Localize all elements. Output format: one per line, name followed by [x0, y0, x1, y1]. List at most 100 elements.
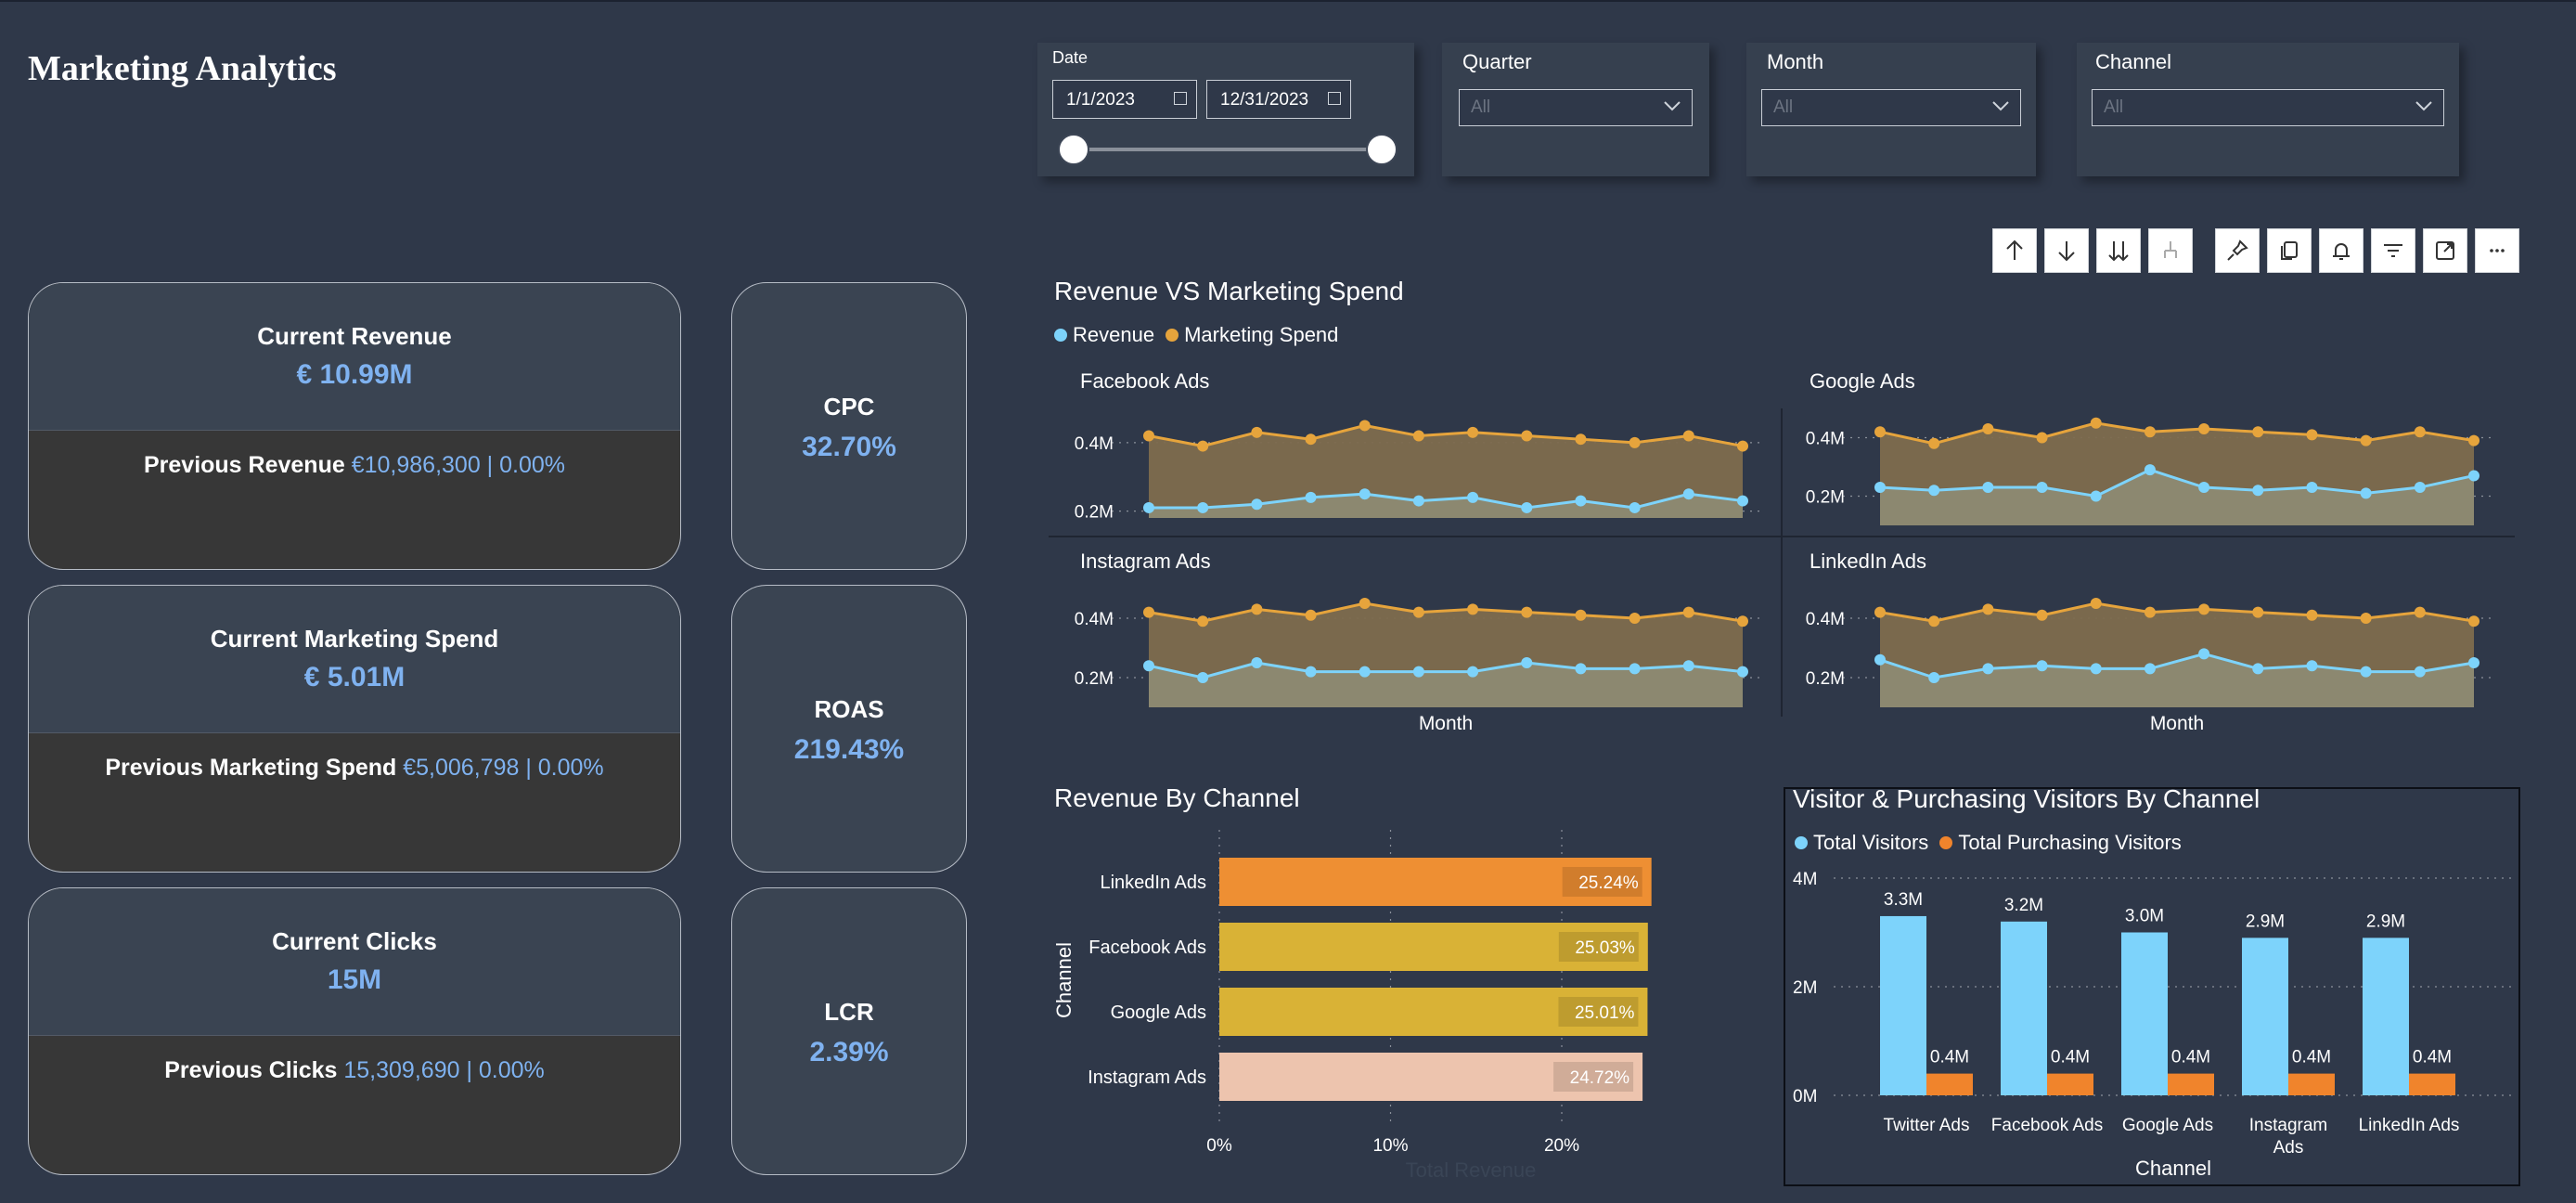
clicks-kpi-card: Current Clicks 15M Previous Clicks 15,30… — [28, 887, 681, 1175]
line-chart-title: Revenue VS Marketing Spend — [1054, 277, 1404, 305]
y-axis-label: Channel — [1052, 942, 1075, 1018]
revenue-point — [1629, 663, 1641, 675]
start-date-input[interactable]: 1/1/2023 — [1052, 80, 1197, 119]
visitors-legend-dot — [1795, 836, 1808, 849]
revenue-point — [1575, 495, 1587, 507]
quarter-dropdown[interactable]: All — [1459, 89, 1693, 126]
revenue-point — [2036, 482, 2048, 494]
purchasing-data-label: 0.4M — [1930, 1048, 1969, 1067]
spend-point — [2468, 434, 2479, 446]
mini-value: 32.70% — [802, 432, 896, 462]
spend-point — [1305, 433, 1317, 446]
spend-line — [1879, 602, 2475, 623]
end-date-input[interactable]: 12/31/2023 — [1206, 80, 1351, 119]
revenue-point — [1874, 482, 1886, 494]
month-dropdown[interactable]: All — [1761, 89, 2021, 126]
channel-dropdown[interactable]: All — [2092, 89, 2444, 126]
spend-point — [1197, 440, 1209, 452]
spend-point — [1143, 430, 1154, 442]
slider-end-handle[interactable] — [1366, 134, 1397, 165]
kpi-previous-value: €10,986,300 | 0.00% — [351, 452, 566, 478]
slider-start-handle[interactable] — [1058, 134, 1089, 165]
revenue-point — [2468, 470, 2479, 482]
bell-icon[interactable] — [2319, 228, 2363, 273]
pin-icon[interactable] — [2215, 228, 2260, 273]
spend-point — [1251, 603, 1263, 615]
expand-hierarchy-icon[interactable] — [2148, 228, 2193, 273]
revenue-by-channel-chart[interactable]: 0% 10% 20% LinkedIn Ads 25.24% Facebook Ads 25… — [1049, 817, 1680, 1188]
bar-data-label: 25.01% — [1575, 1003, 1635, 1023]
revenue-vs-spend-chart[interactable]: Facebook Ads 0.4M 0.2M Google Ads 0.4M 0.2M In… — [1049, 353, 2518, 743]
date-range-slider-track[interactable] — [1063, 148, 1373, 151]
y-tick-label: 0.4M — [1075, 610, 1114, 629]
filter-icon[interactable] — [2371, 228, 2415, 273]
spend-point — [1682, 430, 1694, 442]
purchasing-bar — [2409, 1073, 2455, 1095]
spend-point — [1874, 426, 1886, 438]
date-slicer-label: Date — [1052, 48, 1088, 67]
kpi-previous-label: Previous Marketing Spend — [105, 755, 397, 781]
visitors-chart-title: Visitor & Purchasing Visitors By Channel — [1793, 784, 2260, 813]
revenue-point — [2360, 487, 2372, 499]
arrow-down-icon[interactable] — [2044, 228, 2089, 273]
revenue-point — [2198, 648, 2210, 660]
legend-revenue[interactable]: Revenue — [1073, 323, 1155, 346]
more-options-icon[interactable] — [2475, 228, 2519, 273]
purchasing-bar — [2288, 1073, 2335, 1095]
revenue-point — [1143, 501, 1154, 513]
spend-point — [1575, 609, 1587, 621]
visitors-by-channel-chart[interactable]: 4M 2M 0M 3.3M 0.4M Twitter Ads 3.2M 0.4M Faceboo… — [1785, 858, 2518, 1184]
spend-point — [1737, 615, 1748, 627]
revenue-point — [1251, 657, 1263, 668]
spend-point — [1575, 433, 1587, 446]
spend-point — [1928, 615, 1940, 627]
legend-total-visitors[interactable]: Total Visitors — [1813, 831, 1929, 854]
kpi-card-header — [29, 586, 680, 733]
bar-category-label: Google Ads — [1111, 1002, 1206, 1023]
spend-point — [2306, 429, 2318, 441]
cpc-card: CPC 32.70% — [731, 282, 967, 570]
bar-label-bg — [1558, 932, 1639, 962]
spend-line — [1879, 421, 2475, 446]
spend-point — [1874, 606, 1886, 618]
spend-point — [2306, 609, 2318, 621]
focus-mode-icon[interactable] — [2423, 228, 2467, 273]
kpi-card-header — [29, 283, 680, 431]
kpi-label: Current Clicks — [272, 927, 437, 955]
x-tick-label: Facebook Ads — [1991, 1116, 2103, 1135]
revenue-point — [2414, 482, 2426, 494]
revenue-point — [2198, 482, 2210, 494]
legend-marketing-spend[interactable]: Marketing Spend — [1184, 323, 1339, 346]
y-tick-label: 0.2M — [1806, 669, 1845, 689]
x-tick-label: 10% — [1372, 1136, 1408, 1156]
x-tick-label: Ads — [2273, 1138, 2304, 1158]
month-dropdown-value: All — [1773, 97, 1794, 117]
arrow-up-icon[interactable] — [1992, 228, 2037, 273]
legend-total-purchasing-visitors[interactable]: Total Purchasing Visitors — [1958, 831, 2182, 854]
revenue-point — [2468, 657, 2479, 668]
spend-point — [1629, 436, 1641, 448]
copy-icon[interactable] — [2267, 228, 2312, 273]
revenue-point — [1521, 657, 1533, 668]
purchasing-data-label: 0.4M — [2292, 1048, 2331, 1067]
x-tick-label: LinkedIn Ads — [2359, 1116, 2460, 1135]
y-tick-label: 4M — [1793, 870, 1817, 889]
double-arrow-down-icon[interactable] — [2096, 228, 2141, 273]
spend-point — [2036, 432, 2048, 444]
y-tick-label: 0M — [1793, 1087, 1817, 1106]
y-tick-label: 2M — [1793, 978, 1817, 998]
calendar-icon[interactable] — [1174, 92, 1187, 105]
channel-slicer-label: Channel — [2095, 50, 2171, 73]
purchasing-legend-dot — [1939, 836, 1953, 849]
revenue-point — [1682, 488, 1694, 500]
revenue-line — [1879, 468, 2475, 498]
calendar-icon[interactable] — [1328, 92, 1341, 105]
spend-point — [1359, 598, 1371, 609]
spend-point — [2468, 615, 2479, 627]
end-date-value: 12/31/2023 — [1220, 90, 1309, 110]
month-slicer: Month All — [1746, 43, 2036, 176]
revenue-point — [1928, 672, 1940, 683]
spend-point — [2198, 423, 2210, 435]
kpi-previous: Previous Revenue €10,986,300 | 0.00% — [29, 452, 680, 479]
bar — [1219, 1053, 1643, 1101]
